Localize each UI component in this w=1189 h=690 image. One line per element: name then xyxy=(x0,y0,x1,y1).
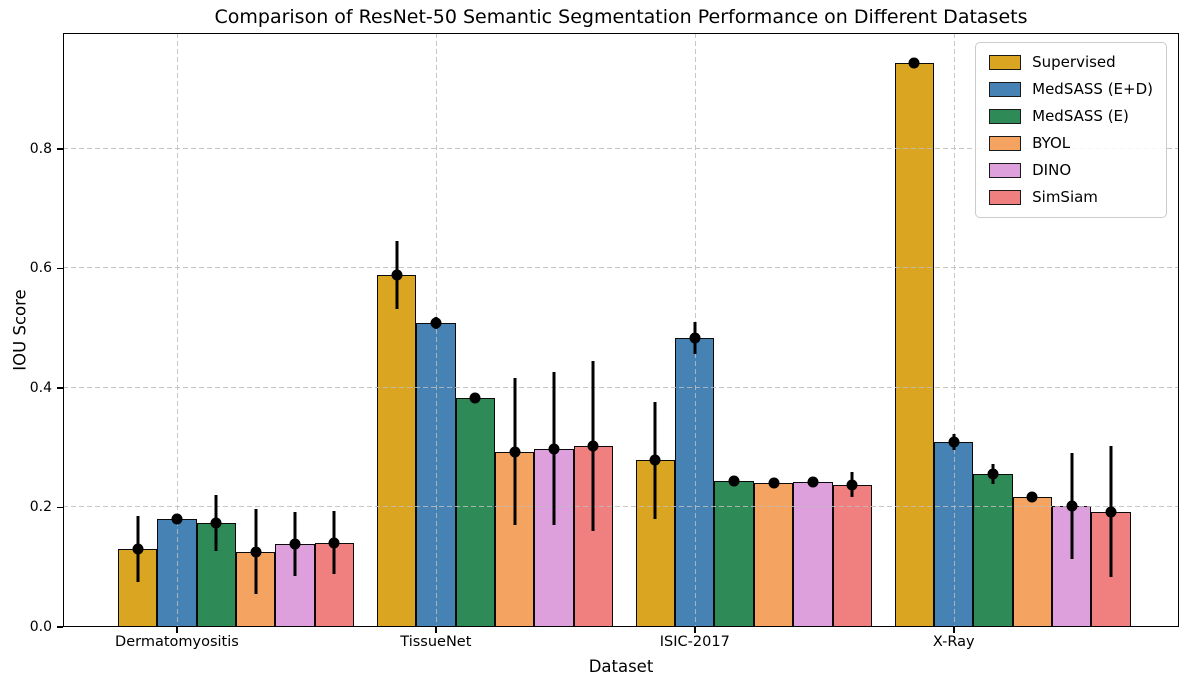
v-gridline xyxy=(435,33,438,627)
mean-marker xyxy=(948,436,960,448)
y-tick-mark xyxy=(57,387,63,389)
bar-supervised-x-ray xyxy=(894,63,935,627)
bar-medsass-e--x-ray xyxy=(973,474,1013,627)
x-tick-mark xyxy=(176,627,178,633)
plot-area: Supervised MedSASS (E+D) MedSASS (E) BYOL DI… xyxy=(63,33,1179,627)
legend-swatch xyxy=(989,55,1022,70)
mean-marker xyxy=(469,392,481,404)
x-tick-label: ISIC-2017 xyxy=(659,634,730,650)
v-gridline xyxy=(176,33,179,627)
legend-label: MedSASS (E+D) xyxy=(1032,80,1153,98)
legend-item: SimSiam xyxy=(989,188,1153,207)
mean-marker xyxy=(289,538,301,550)
mean-marker xyxy=(689,332,701,344)
h-gridline xyxy=(63,386,1179,388)
mean-marker xyxy=(728,475,740,487)
h-gridline xyxy=(63,506,1179,508)
x-tick-mark xyxy=(434,627,437,633)
mean-marker xyxy=(987,468,999,480)
v-gridline xyxy=(953,33,956,627)
mean-marker xyxy=(649,454,661,466)
x-axis-label: Dataset xyxy=(588,657,654,676)
h-gridline xyxy=(63,267,1179,269)
legend-label: DINO xyxy=(1032,161,1072,179)
mean-marker xyxy=(1066,500,1078,512)
legend-label: Supervised xyxy=(1032,53,1116,71)
legend-swatch xyxy=(989,190,1022,205)
mean-marker xyxy=(548,443,560,455)
legend-swatch xyxy=(989,136,1022,151)
bar-dino-isic-2017 xyxy=(793,481,833,627)
legend-item: MedSASS (E) xyxy=(989,107,1153,126)
mean-marker xyxy=(509,446,521,458)
error-layer xyxy=(63,33,1179,627)
y-axis-label: IOU Score xyxy=(10,289,30,371)
legend-swatch xyxy=(989,163,1022,178)
y-tick-label: 0.8 xyxy=(29,140,52,157)
legend-label: SimSiam xyxy=(1032,188,1098,206)
mean-marker xyxy=(846,479,858,491)
x-tick-label: TissueNet xyxy=(400,634,472,650)
legend-item: BYOL xyxy=(989,134,1153,153)
mean-marker xyxy=(210,517,222,529)
bar-medsass-e-d--tissuenet xyxy=(416,323,456,627)
y-tick-mark xyxy=(57,626,63,628)
legend-label: MedSASS (E) xyxy=(1032,107,1129,125)
y-tick-label: 0.6 xyxy=(29,260,52,277)
x-tick-mark xyxy=(693,627,696,633)
bar-simsiam-isic-2017 xyxy=(832,484,872,627)
legend-swatch xyxy=(989,82,1022,97)
y-tick-mark xyxy=(57,148,63,150)
legend-item: DINO xyxy=(989,161,1153,180)
mean-marker xyxy=(430,317,442,329)
mean-marker xyxy=(132,543,144,555)
legend-swatch xyxy=(989,109,1022,124)
h-gridline xyxy=(63,147,1179,149)
mean-marker xyxy=(171,513,183,525)
legend-item: MedSASS (E+D) xyxy=(989,80,1153,99)
bar-medsass-e--tissuenet xyxy=(455,398,495,627)
legend: Supervised MedSASS (E+D) MedSASS (E) BYOL DI… xyxy=(975,42,1167,218)
y-tick-mark xyxy=(57,506,63,509)
legend-item: Supervised xyxy=(989,53,1153,72)
mean-marker xyxy=(908,57,920,69)
mean-marker xyxy=(391,269,402,281)
y-tick-label: 0.4 xyxy=(29,379,52,396)
mean-marker xyxy=(587,440,599,452)
legend-label: BYOL xyxy=(1032,134,1071,152)
x-tick-label: Dermatomyositis xyxy=(115,634,239,650)
chart-title: Comparison of ResNet-50 Semantic Segment… xyxy=(214,6,1028,28)
bar-medsass-e--isic-2017 xyxy=(714,481,754,627)
mean-marker xyxy=(328,537,340,549)
mean-marker xyxy=(1105,506,1117,518)
mean-marker xyxy=(807,476,819,488)
x-tick-mark xyxy=(952,627,955,633)
y-tick-label: 0.0 xyxy=(29,619,52,635)
y-tick-label: 0.2 xyxy=(29,499,52,516)
y-tick-mark xyxy=(57,267,63,270)
mean-marker xyxy=(1026,491,1038,503)
mean-marker xyxy=(250,546,262,558)
mean-marker xyxy=(768,477,779,489)
x-tick-label: X-Ray xyxy=(932,634,975,650)
bar-supervised-tissuenet xyxy=(376,275,417,627)
